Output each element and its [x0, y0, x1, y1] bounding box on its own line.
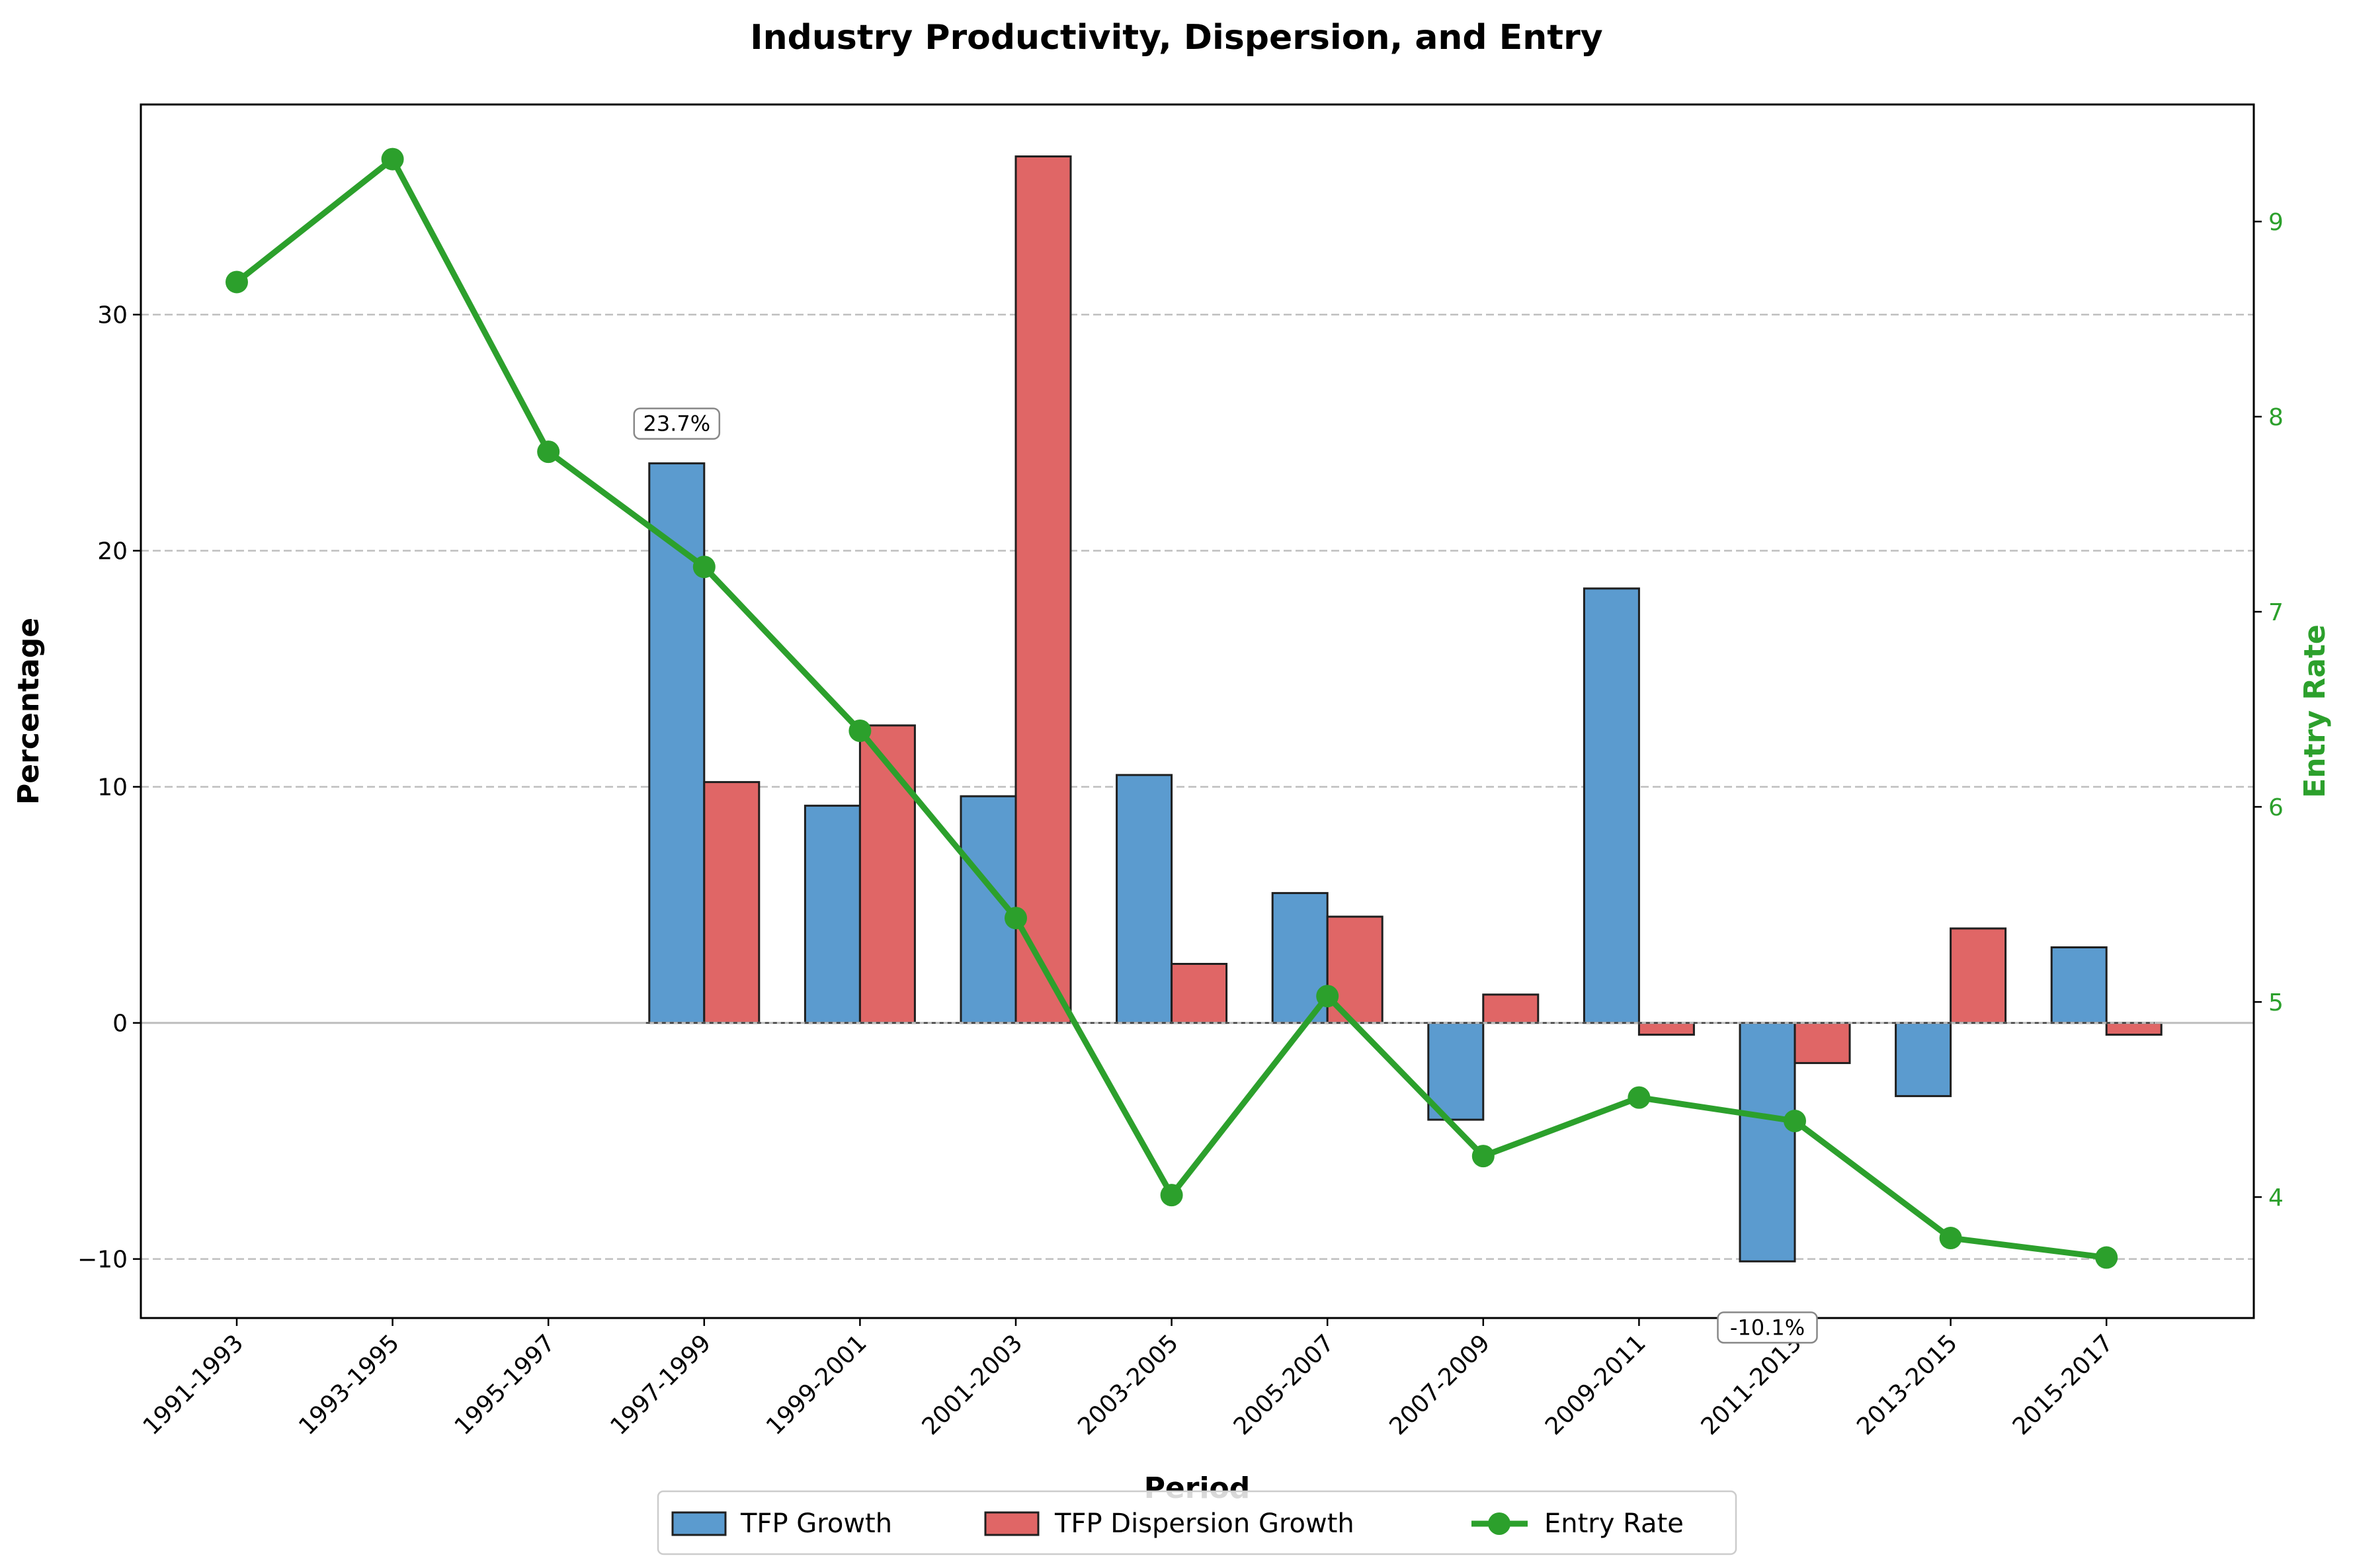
- tfp-growth-bar: [1116, 774, 1173, 1024]
- x-tick-label: 2011-2013: [1696, 1329, 1807, 1440]
- y2-axis-label: Entry Rate: [2298, 624, 2332, 798]
- tfp-dispersion-bar: [2105, 1022, 2163, 1036]
- entry-rate-point: [1628, 1086, 1651, 1109]
- y2-tick-label: 8: [2268, 404, 2284, 431]
- y2-tick-label: 4: [2268, 1184, 2284, 1212]
- y-tick-label: 20: [97, 538, 128, 565]
- annotation-box: [1717, 1311, 1818, 1344]
- annotation-label: 23.7%: [643, 411, 710, 436]
- entry-rate-point: [1160, 1184, 1183, 1207]
- entry-rate-point: [1005, 907, 1027, 930]
- tfp-growth-bar: [2050, 946, 2108, 1024]
- entry-rate-line: [235, 156, 2107, 1261]
- y2-tick-label: 5: [2268, 989, 2284, 1016]
- y-tick-label: 10: [97, 774, 128, 802]
- x-tick-label: 1991-1993: [138, 1329, 249, 1440]
- x-tick-label: 2003-2005: [1073, 1329, 1184, 1440]
- legend-frame: [657, 1490, 1737, 1555]
- tfp-growth-bar: [804, 804, 861, 1024]
- legend-swatch-tfp-growth: [671, 1511, 727, 1536]
- x-tick-label: 1997-1999: [605, 1329, 716, 1440]
- axes: −10 0 10 20 30 4 5 6 7 8 9 1991-1993 1993-1995 1995-1…: [77, 209, 2284, 1440]
- legend-swatch-tfp-dispersion: [984, 1511, 1040, 1536]
- x-tick-label: 2005-2007: [1229, 1329, 1340, 1440]
- tfp-growth-bar: [1583, 587, 1640, 1024]
- x-tick-label: 1993-1995: [294, 1329, 405, 1440]
- entry-rate-line-group: [226, 147, 2118, 1269]
- y2-tick-label: 7: [2268, 599, 2284, 626]
- entry-rate-point: [381, 147, 404, 171]
- annotation-box: [633, 407, 721, 440]
- legend: TFP Growth TFP Dispersion Growth Entry Rat…: [657, 1490, 1737, 1555]
- y-axis-label: Percentage: [12, 618, 46, 805]
- entry-rate-point: [226, 270, 248, 294]
- legend-swatch-entry-rate-marker: [1488, 1512, 1510, 1535]
- x-tick-label: 2009-2011: [1540, 1329, 1651, 1440]
- x-tick-label: 2001-2003: [917, 1329, 1028, 1440]
- tfp-dispersion-bar: [703, 781, 761, 1024]
- y-tick-label: 30: [97, 302, 128, 329]
- tfp-dispersion-bar: [1171, 962, 1228, 1024]
- tfp-growth-bar: [1895, 1022, 1952, 1097]
- tfp-growth-bar: [1739, 1022, 1796, 1262]
- chart-title: Industry Productivity, Dispersion, and E…: [750, 18, 1602, 58]
- x-tick-label: 2007-2009: [1384, 1329, 1495, 1440]
- annotations: 23.7% -10.1%: [633, 407, 1818, 1344]
- y-tick-label: 0: [112, 1011, 128, 1038]
- entry-rate-point: [537, 440, 560, 464]
- legend-label-tfp-growth: TFP Growth: [740, 1508, 892, 1539]
- gridlines: [141, 313, 2254, 1260]
- tfp-dispersion-bar: [1637, 1022, 1695, 1036]
- entry-rate-point: [1316, 985, 1339, 1008]
- entry-rate-point: [1471, 1145, 1495, 1168]
- y2-tick-label: 6: [2268, 794, 2284, 821]
- x-tick-label: 2015-2017: [2008, 1329, 2119, 1440]
- tfp-dispersion-bar: [1482, 993, 1540, 1024]
- x-tick-label: 1999-2001: [761, 1329, 872, 1440]
- x-tick-label: 2013-2015: [1852, 1329, 1963, 1440]
- tfp-dispersion-bar: [1014, 155, 1072, 1024]
- legend-label-entry-rate: Entry Rate: [1544, 1508, 1684, 1539]
- tfp-dispersion-bar: [1950, 927, 2007, 1024]
- entry-rate-point: [1784, 1110, 1806, 1133]
- y2-tick-label: 9: [2268, 209, 2284, 236]
- tfp-dispersion-bar: [858, 724, 916, 1024]
- y-tick-label: −10: [77, 1247, 128, 1274]
- plot-frame: [140, 103, 2255, 1319]
- entry-rate-point: [1939, 1227, 1962, 1250]
- annotation-label: -10.1%: [1730, 1315, 1805, 1340]
- tfp-dispersion-bar: [1794, 1022, 1851, 1064]
- entry-rate-point: [2095, 1246, 2118, 1269]
- entry-rate-point: [692, 556, 716, 579]
- bars: [648, 155, 2163, 1262]
- legend-label-tfp-dispersion: TFP Dispersion Growth: [1054, 1508, 1354, 1539]
- entry-rate-point: [848, 720, 872, 743]
- x-tick-label: 1995-1997: [450, 1329, 561, 1440]
